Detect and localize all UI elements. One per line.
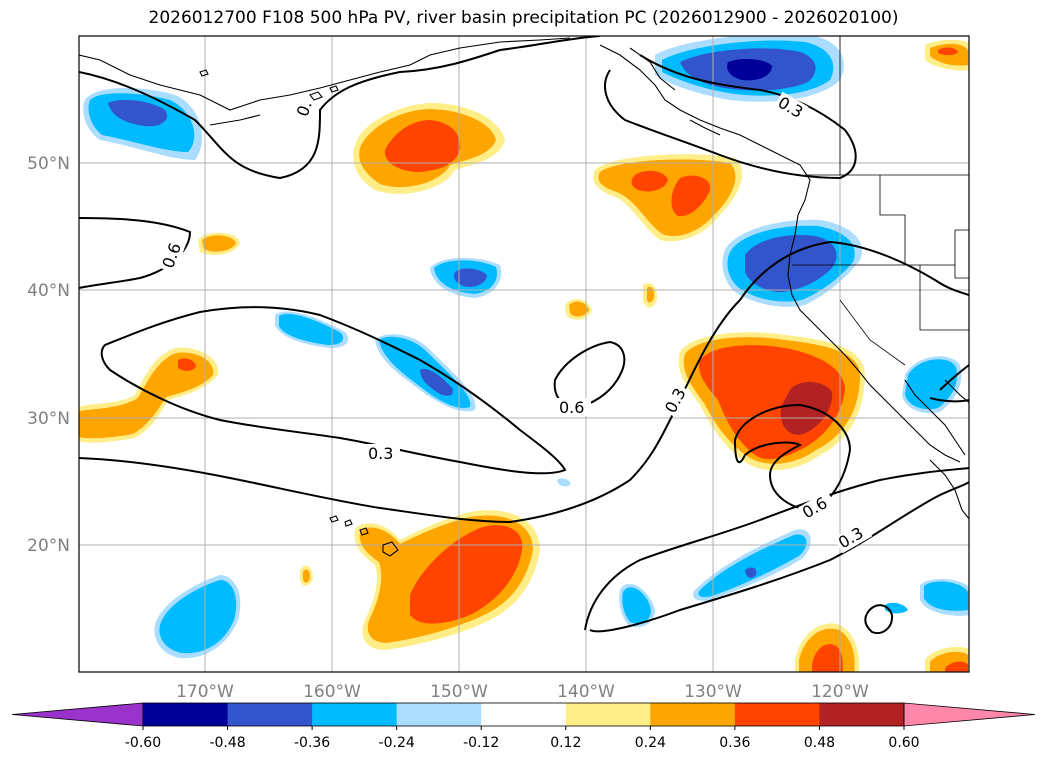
contour-label: 0.3 [368,444,393,463]
lon-label: 130°W [684,682,742,702]
lat-label: 30°N [27,409,70,429]
colorbar-bin [565,703,651,726]
contour-label-layer: 0. 0.3 0.6 0.3 0.6 0.3 0.6 0.3 [158,91,873,554]
colorbar-tick-label: 0.24 [635,735,666,751]
contour-label: 0.6 [559,398,584,417]
lat-label: 50°N [27,154,70,174]
colorbar-tick-label: -0.36 [294,735,330,751]
latitude-labels: 50°N 40°N 30°N 20°N [27,154,70,556]
colorbar-tick-label: 0.48 [804,735,835,751]
colorbar-tick-label: -0.48 [209,735,245,751]
colorbar-bin [650,703,736,726]
colorbar-bin [819,703,905,726]
political-borders [792,36,969,366]
colorbar-bin [481,703,567,726]
map-title: 2026012700 F108 500 hPa PV, river basin … [148,8,899,28]
lon-label: 120°W [811,682,869,702]
colorbar-tick-label: 0.60 [888,735,919,751]
colorbar-outline [142,702,905,727]
colorbar-bin [312,703,398,726]
contour-label: 0. [293,98,316,119]
colorbar-bin [143,703,229,726]
lon-label: 170°W [176,682,234,702]
colorbar-extend-low [11,702,144,727]
colorbar-tick-label: -0.12 [463,735,499,751]
lat-label: 40°N [27,281,70,301]
colorbar-bin [734,703,820,726]
plot-area: 0. 0.3 0.6 0.3 0.6 0.3 0.6 0.3 [79,36,969,672]
gridlines [79,36,969,672]
lon-label: 140°W [557,682,615,702]
plot-frame [78,35,970,673]
colorbar-tick-label: -0.60 [125,735,161,751]
colorbar-bin [227,703,313,726]
colorbar-bin [396,703,482,726]
lon-label: 160°W [303,682,361,702]
colorbar-tick-label: -0.24 [379,735,415,751]
colorbar: -0.60 -0.48 -0.36 -0.24 -0.12 0.12 0.24 0.36 0.4… [11,702,1036,751]
lon-label: 150°W [430,682,488,702]
colorbar-tick-label: 0.12 [550,735,581,751]
colorbar-extend-high [903,702,1036,727]
longitude-labels: 170°W 160°W 150°W 140°W 130°W 120°W [176,682,869,702]
colorbar-tick-label: 0.36 [719,735,750,751]
lat-label: 20°N [27,536,70,556]
